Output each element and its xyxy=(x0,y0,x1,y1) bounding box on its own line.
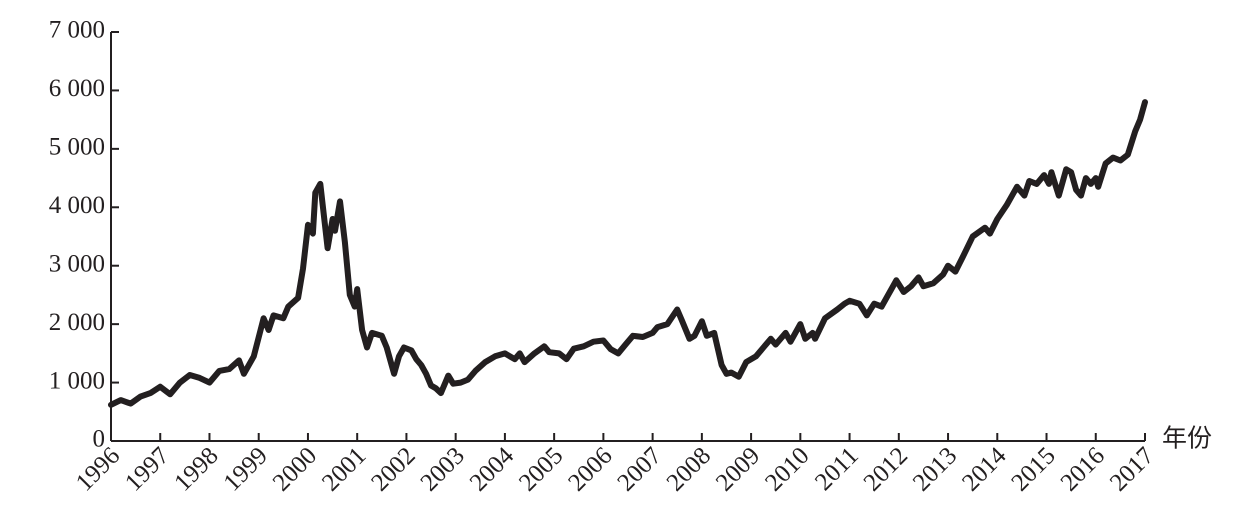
x-tick-label: 2008 xyxy=(662,442,716,496)
x-tick-label: 2016 xyxy=(1056,442,1110,496)
x-tick-label: 2012 xyxy=(859,442,913,496)
y-tick-label: 2 000 xyxy=(49,309,105,336)
x-tick-label: 2007 xyxy=(612,442,666,496)
x-tick-label: 1999 xyxy=(219,442,273,496)
x-tick-label: 2010 xyxy=(760,442,814,496)
x-tick-label: 2003 xyxy=(416,442,470,496)
line xyxy=(108,99,1148,408)
x-tick-label: 2011 xyxy=(810,442,864,496)
x-tick-label: 2002 xyxy=(366,442,420,496)
y-tick-label: 3 000 xyxy=(49,250,105,277)
x-tick-label: 2006 xyxy=(563,442,617,496)
x-tick-label: 2013 xyxy=(908,442,962,496)
x-tick-label: 1997 xyxy=(120,442,174,496)
x-tick-label: 2000 xyxy=(268,442,322,496)
x-tick-label: 2001 xyxy=(317,442,371,496)
y-tick-label: 0 xyxy=(93,426,106,453)
y-tick-label: 7 000 xyxy=(49,17,105,44)
x-tick-label: 2017 xyxy=(1105,442,1159,496)
y-tick-label: 6 000 xyxy=(49,75,105,102)
x-tick-label: 2009 xyxy=(711,442,765,496)
y-tick-label: 4 000 xyxy=(49,192,105,219)
x-tick-label: 2014 xyxy=(957,442,1012,497)
x-tick-label: 2005 xyxy=(514,442,568,496)
x-tick-label: 1998 xyxy=(169,442,223,496)
y-tick-label: 1 000 xyxy=(49,367,105,394)
x-tick-label: 1996 xyxy=(71,442,125,496)
x-tick-label: 2004 xyxy=(465,442,520,497)
x-tick-label: 2015 xyxy=(1006,442,1060,496)
y-tick-label: 5 000 xyxy=(49,134,105,161)
x-axis-label: 年份 xyxy=(1162,425,1212,453)
